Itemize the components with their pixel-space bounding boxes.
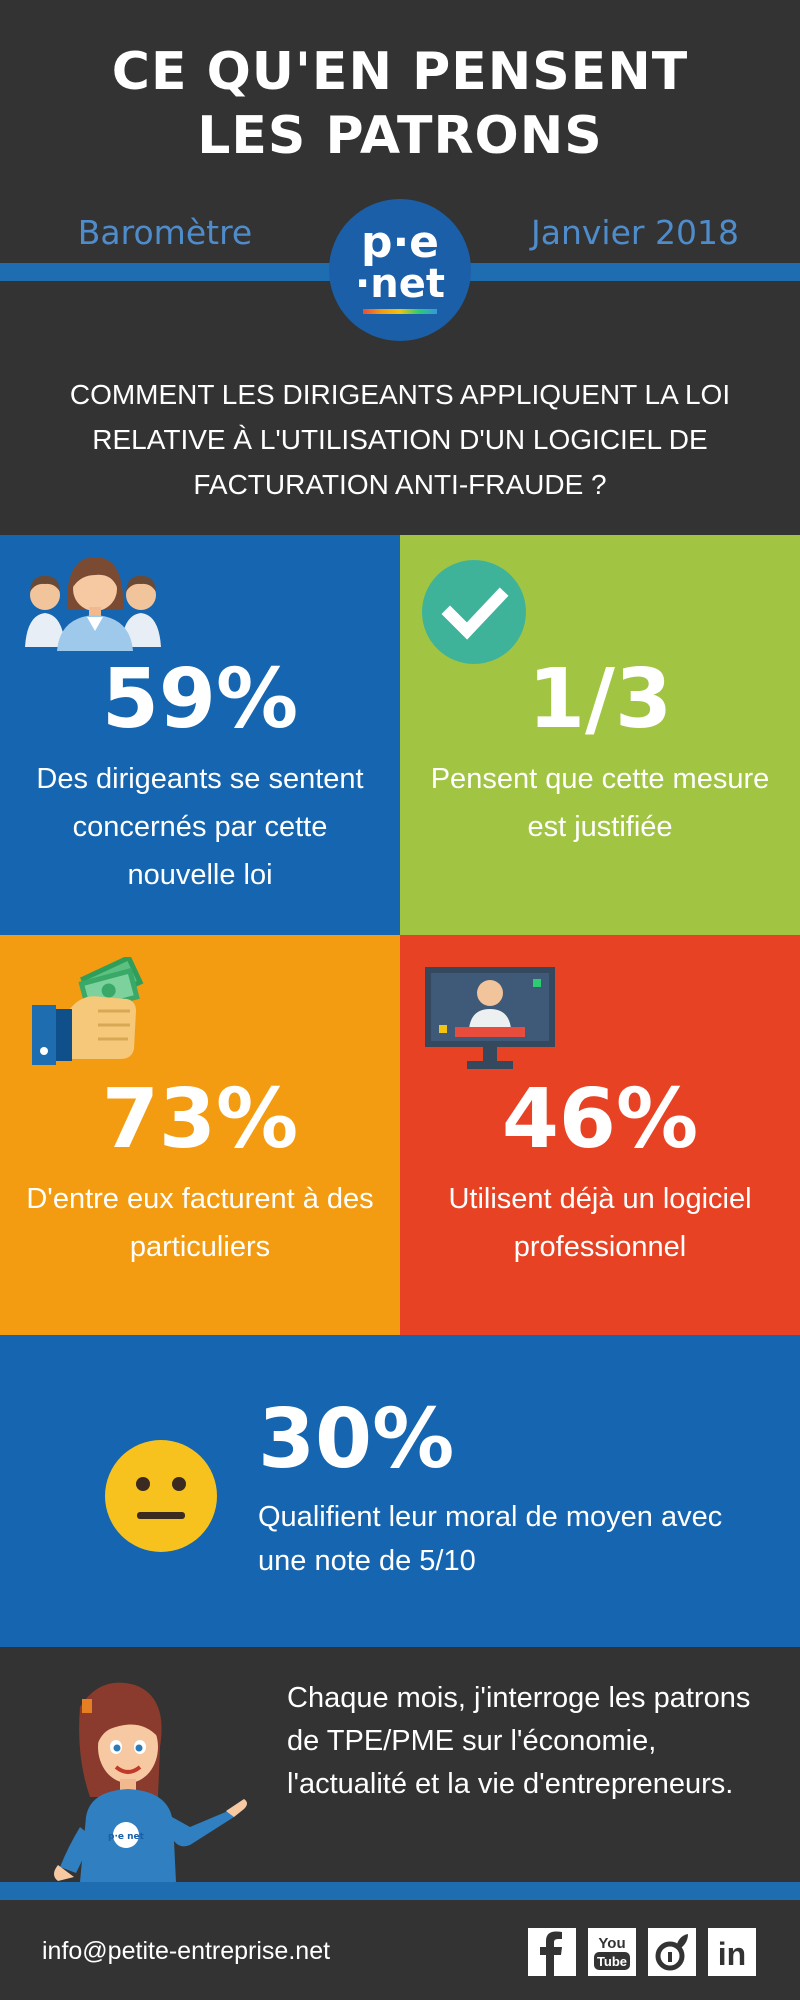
stat-card-justified: 1/3 Pensent que cette mesure est justifi… [400,535,800,935]
moral-description: Qualifient leur moral de moyen avec une … [258,1501,723,1577]
youtube-icon[interactable]: You Tube [588,1928,636,1976]
contact-email-link[interactable]: info@petite-entreprise.net [42,1937,331,1965]
pe-net-logo: p·e ·net [329,199,471,341]
youtube-top-text: You [598,1935,625,1952]
money-hand-icon [32,957,144,1065]
stat-value: 59% [101,652,299,747]
logo-text-top: p·e [360,217,440,268]
neutral-face-icon [105,1440,217,1552]
linkedin-text: in [718,1936,746,1972]
stat-description: Utilisent déjà un logiciel professionnel [448,1183,752,1263]
intro-section: p·e net Chaque mois, j'interroge les pat… [0,1647,800,1882]
logo-text-bottom: ·net [355,261,445,307]
stat-value: 73% [101,1072,299,1167]
people-icon [25,557,161,651]
stat-card-individuals: 73% D'entre eux facturent à des particul… [0,935,400,1335]
survey-question: COMMENT LES DIRIGEANTS APPLIQUENT LA LOI… [69,379,731,500]
moral-value: 30% [258,1392,455,1487]
facebook-icon[interactable] [528,1928,576,1976]
stat-value: 46% [501,1072,699,1167]
viadeo-icon[interactable] [648,1928,696,1976]
mascot-woman-icon: p·e net [54,1682,247,1882]
checkmark-icon [422,560,526,664]
date-label: Janvier 2018 [531,213,739,252]
footer: info@petite-entreprise.net You Tube in [0,1900,800,2000]
header: CE QU'EN PENSENT LES PATRONS Baromètre J… [0,0,800,535]
mascot-logo-text: p·e net [108,1832,145,1842]
youtube-bottom-text: Tube [597,1954,627,1969]
moral-section: 30% Qualifient leur moral de moyen avec … [0,1335,800,1647]
intro-text: Chaque mois, j'interroge les patrons de … [287,1682,751,1800]
linkedin-icon[interactable]: in [708,1928,756,1976]
stat-card-software: 46% Utilisent déjà un logiciel professio… [400,935,800,1335]
stat-value: 1/3 [527,652,673,747]
stat-description: Pensent que cette mesure est justifiée [430,763,770,843]
page-title: CE QU'EN PENSENT LES PATRONS [111,42,689,166]
monitor-icon [425,967,555,1069]
footer-band [0,1882,800,1900]
stat-card-concerned: 59% Des dirigeants se sentent concernés … [0,535,400,935]
barometre-label: Baromètre [77,213,253,252]
stat-description: Des dirigeants se sentent concernés par … [36,763,364,891]
stat-description: D'entre eux facturent à des particuliers [26,1183,374,1263]
logo-color-bar [363,309,437,314]
